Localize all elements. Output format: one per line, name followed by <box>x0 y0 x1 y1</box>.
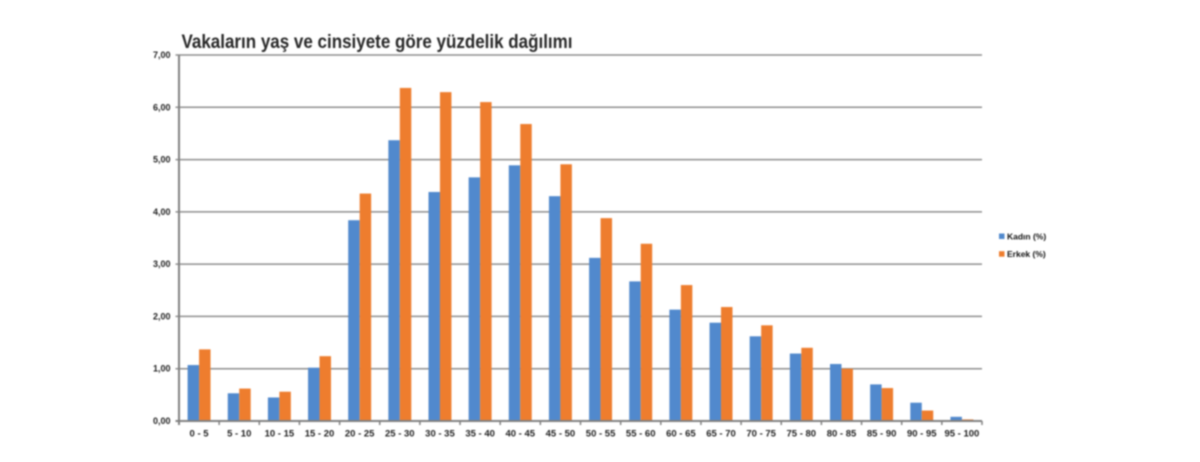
svg-text:Vakaların yaş ve cinsiyete gör: Vakaların yaş ve cinsiyete göre yüzdelik… <box>182 31 573 53</box>
svg-text:30 - 35: 30 - 35 <box>425 429 455 440</box>
svg-text:95 - 100: 95 - 100 <box>944 429 979 440</box>
svg-text:75 - 80: 75 - 80 <box>787 429 817 440</box>
svg-text:85 - 90: 85 - 90 <box>867 429 897 440</box>
svg-text:5,00: 5,00 <box>153 155 171 165</box>
svg-text:55 - 60: 55 - 60 <box>626 429 656 440</box>
svg-text:40 - 45: 40 - 45 <box>505 429 535 440</box>
svg-text:Erkek (%): Erkek (%) <box>1007 249 1046 259</box>
svg-text:20 - 25: 20 - 25 <box>345 429 375 440</box>
svg-text:70 - 75: 70 - 75 <box>746 429 776 440</box>
svg-text:6,00: 6,00 <box>153 102 171 112</box>
svg-text:7,00: 7,00 <box>153 50 171 60</box>
svg-text:35 - 40: 35 - 40 <box>465 429 495 440</box>
svg-text:15 - 20: 15 - 20 <box>305 429 335 440</box>
svg-text:65 - 70: 65 - 70 <box>706 429 736 440</box>
svg-text:1,00: 1,00 <box>153 364 171 374</box>
svg-text:0,00: 0,00 <box>153 416 171 426</box>
svg-text:90 - 95: 90 - 95 <box>907 429 937 440</box>
svg-text:50 - 55: 50 - 55 <box>586 429 616 440</box>
svg-text:80 - 85: 80 - 85 <box>827 429 857 440</box>
svg-text:0 - 5: 0 - 5 <box>190 429 210 440</box>
svg-text:Kadın (%): Kadın (%) <box>1007 232 1046 242</box>
svg-text:10 - 15: 10 - 15 <box>265 429 295 440</box>
svg-text:4,00: 4,00 <box>153 207 171 217</box>
svg-text:60 - 65: 60 - 65 <box>666 429 696 440</box>
svg-text:45 - 50: 45 - 50 <box>546 429 576 440</box>
svg-text:2,00: 2,00 <box>153 311 171 321</box>
svg-text:3,00: 3,00 <box>153 259 171 269</box>
svg-text:5 - 10: 5 - 10 <box>227 429 251 440</box>
svg-text:25 - 30: 25 - 30 <box>385 429 415 440</box>
